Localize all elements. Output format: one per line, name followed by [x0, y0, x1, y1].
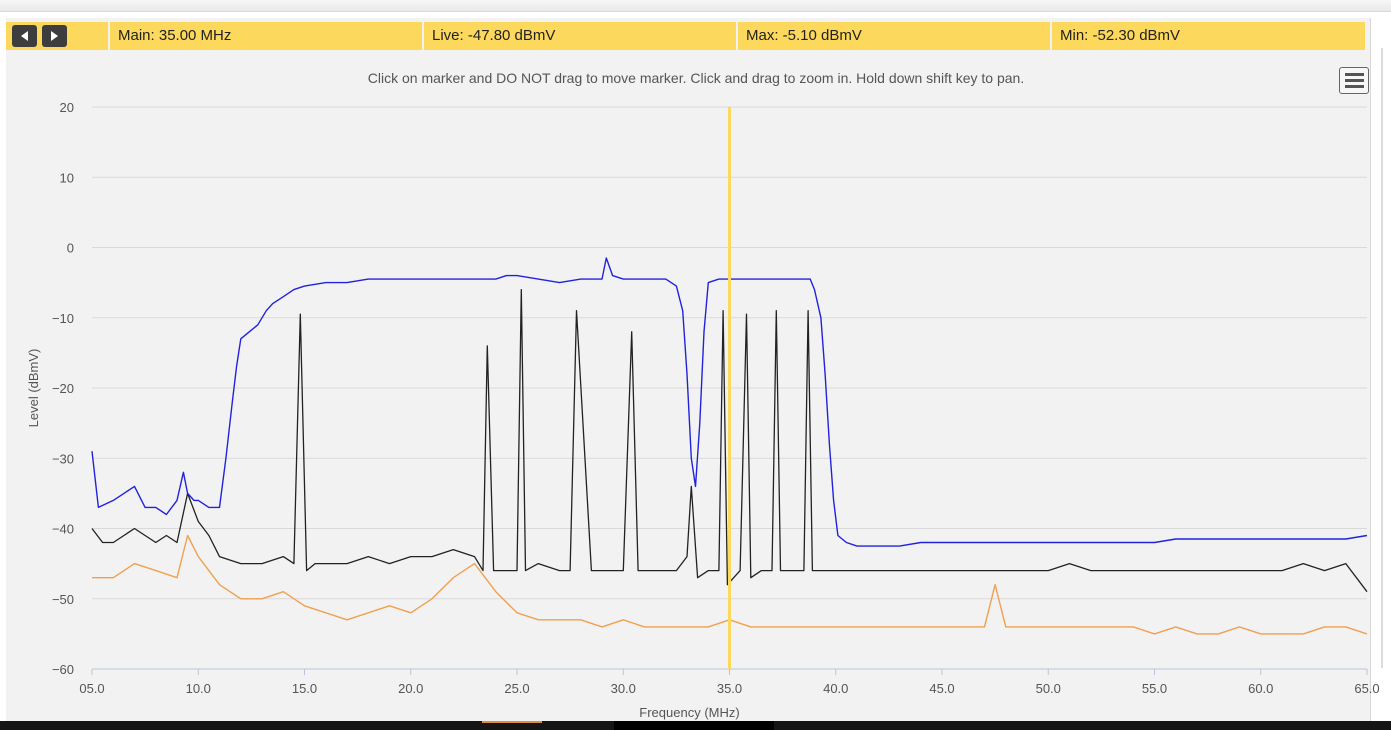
marker-prev-button[interactable]: [12, 25, 37, 47]
marker-next-button[interactable]: [42, 25, 67, 47]
chart-hint-text: Click on marker and DO NOT drag to move …: [367, 70, 1025, 86]
chevron-right-icon: [51, 31, 58, 41]
y-tick-label: −20: [52, 381, 74, 396]
top-border: [0, 0, 1391, 12]
live-level-readout: Live: -47.80 dBmV: [422, 22, 736, 50]
x-tick-label: 60.0: [1248, 681, 1273, 696]
y-tick-label: 20: [60, 100, 74, 115]
live-trace-line: [91, 288, 1368, 593]
y-axis-label: Level (dBmV): [26, 349, 41, 428]
x-tick-label: 25.0: [504, 681, 529, 696]
y-tick-label: −30: [52, 451, 74, 466]
x-tick-label: 05.0: [79, 681, 104, 696]
hamburger-menu-icon-line: [1344, 79, 1364, 82]
y-axis-ticks: 20 10 0 −10 −20 −30 −40 −50 −60: [52, 100, 74, 677]
y-tick-label: −40: [52, 522, 74, 537]
marker-info-bar: Main: 35.00 MHz Live: -47.80 dBmV Max: -…: [6, 22, 1365, 50]
y-tick-label: −50: [52, 592, 74, 607]
x-tick-label: 10.0: [186, 681, 211, 696]
spectrum-panel: [6, 18, 1371, 722]
chart-menu-button[interactable]: [1339, 67, 1369, 94]
x-axis-ticks: 05.0 10.0 15.0 20.0 25.0 30.0 35.0 40.0 45.0 50.0…: [79, 669, 1380, 696]
hamburger-menu-icon-line: [1344, 85, 1364, 88]
max-level-readout: Max: -5.10 dBmV: [736, 22, 1050, 50]
right-gutter: [1373, 18, 1391, 722]
x-axis-label: Frequency (MHz): [639, 705, 739, 720]
y-tick-label: −60: [52, 662, 74, 677]
bottom-shadow: [614, 721, 774, 730]
max-trace-line: [91, 257, 1368, 547]
x-tick-label: 55.0: [1142, 681, 1167, 696]
chevron-left-icon: [21, 31, 28, 41]
x-tick-label: 50.0: [1036, 681, 1061, 696]
hamburger-menu-icon: [1344, 73, 1364, 76]
bottom-strip: [0, 721, 1391, 730]
gutter-divider: [1381, 48, 1383, 668]
main-frequency-readout: Main: 35.00 MHz: [108, 22, 422, 50]
y-tick-label: −10: [52, 311, 74, 326]
x-tick-label: 30.0: [611, 681, 636, 696]
x-tick-label: 20.0: [398, 681, 423, 696]
x-tick-label: 65.0: [1354, 681, 1379, 696]
x-tick-label: 35.0: [717, 681, 742, 696]
x-tick-label: 15.0: [292, 681, 317, 696]
y-tick-label: 10: [60, 170, 74, 185]
bottom-accent: [482, 721, 542, 723]
x-tick-label: 45.0: [929, 681, 954, 696]
y-tick-label: 0: [67, 241, 74, 256]
min-level-readout: Min: -52.30 dBmV: [1050, 22, 1365, 50]
x-tick-label: 40.0: [823, 681, 848, 696]
